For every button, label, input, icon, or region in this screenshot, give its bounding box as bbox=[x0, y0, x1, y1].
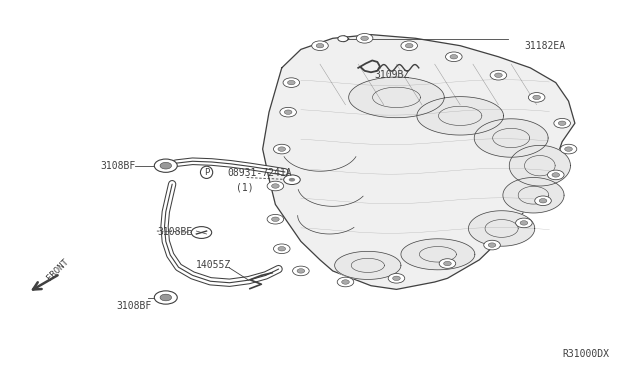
Circle shape bbox=[388, 273, 404, 283]
Circle shape bbox=[439, 259, 456, 268]
Circle shape bbox=[267, 181, 284, 191]
Circle shape bbox=[540, 199, 547, 203]
Circle shape bbox=[361, 36, 369, 41]
Circle shape bbox=[356, 33, 373, 43]
Polygon shape bbox=[503, 177, 564, 213]
Circle shape bbox=[273, 144, 290, 154]
Circle shape bbox=[271, 217, 279, 221]
Polygon shape bbox=[262, 35, 575, 289]
Circle shape bbox=[564, 147, 572, 151]
Text: R31000DX: R31000DX bbox=[562, 349, 609, 359]
Text: 3108BF: 3108BF bbox=[116, 301, 151, 311]
Circle shape bbox=[160, 294, 172, 301]
Text: 3109BZ: 3109BZ bbox=[374, 70, 410, 80]
Text: (1): (1) bbox=[236, 182, 253, 192]
Circle shape bbox=[297, 269, 305, 273]
Circle shape bbox=[445, 52, 462, 62]
Circle shape bbox=[484, 240, 500, 250]
Circle shape bbox=[283, 78, 300, 87]
Circle shape bbox=[516, 218, 532, 228]
Circle shape bbox=[488, 243, 496, 247]
Circle shape bbox=[312, 41, 328, 51]
Circle shape bbox=[405, 44, 413, 48]
Circle shape bbox=[535, 196, 551, 206]
Polygon shape bbox=[335, 251, 401, 279]
Circle shape bbox=[450, 55, 458, 59]
Circle shape bbox=[533, 95, 540, 100]
Polygon shape bbox=[468, 211, 535, 246]
Circle shape bbox=[342, 280, 349, 284]
Circle shape bbox=[554, 118, 570, 128]
Text: 14055Z: 14055Z bbox=[196, 260, 231, 270]
Circle shape bbox=[560, 144, 577, 154]
Circle shape bbox=[558, 121, 566, 125]
Polygon shape bbox=[417, 97, 504, 135]
Circle shape bbox=[278, 147, 285, 151]
Circle shape bbox=[154, 291, 177, 304]
Circle shape bbox=[401, 41, 417, 51]
Circle shape bbox=[338, 36, 348, 42]
Text: 3108BF: 3108BF bbox=[100, 161, 136, 171]
Circle shape bbox=[267, 214, 284, 224]
Text: 3108BE: 3108BE bbox=[157, 227, 193, 237]
Circle shape bbox=[337, 277, 354, 287]
Circle shape bbox=[271, 184, 279, 188]
Circle shape bbox=[292, 266, 309, 276]
Circle shape bbox=[393, 276, 400, 280]
Circle shape bbox=[280, 108, 296, 117]
Polygon shape bbox=[349, 77, 444, 118]
Polygon shape bbox=[401, 239, 475, 270]
Text: P: P bbox=[204, 168, 209, 177]
Text: 31182EA: 31182EA bbox=[524, 41, 565, 51]
Circle shape bbox=[284, 175, 300, 185]
Circle shape bbox=[160, 162, 172, 169]
Circle shape bbox=[520, 221, 528, 225]
Circle shape bbox=[289, 178, 295, 182]
Circle shape bbox=[490, 70, 507, 80]
Circle shape bbox=[154, 159, 177, 172]
Circle shape bbox=[495, 73, 502, 77]
Circle shape bbox=[552, 173, 559, 177]
Circle shape bbox=[444, 261, 451, 266]
Circle shape bbox=[284, 110, 292, 114]
Polygon shape bbox=[474, 119, 548, 157]
Text: FRONT: FRONT bbox=[45, 257, 70, 283]
Circle shape bbox=[547, 170, 564, 180]
Circle shape bbox=[278, 247, 285, 251]
Polygon shape bbox=[509, 145, 570, 186]
Circle shape bbox=[273, 244, 290, 254]
Circle shape bbox=[316, 44, 324, 48]
Circle shape bbox=[287, 80, 295, 85]
Circle shape bbox=[191, 227, 212, 238]
Text: 08931-7241A: 08931-7241A bbox=[228, 168, 292, 178]
Circle shape bbox=[529, 93, 545, 102]
